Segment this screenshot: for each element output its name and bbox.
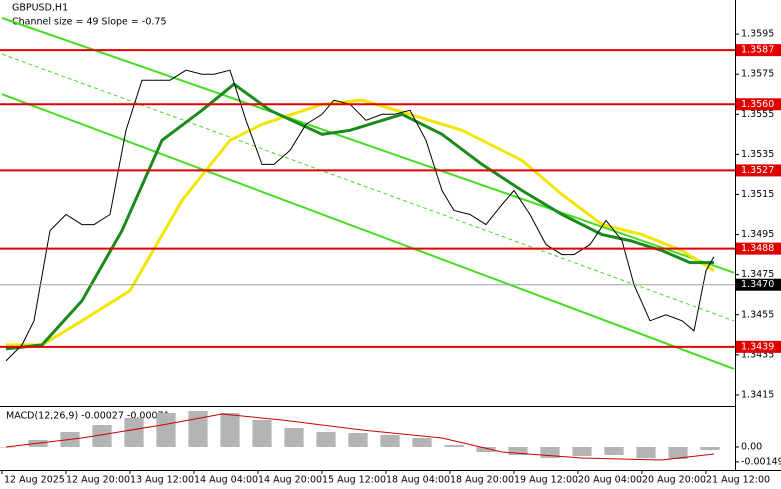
y-tick-label: 1.3515 bbox=[741, 189, 774, 200]
y-tick-label: 1.3415 bbox=[741, 389, 774, 400]
x-tick-label: 12 Aug 2025 bbox=[4, 475, 65, 486]
price-line bbox=[1, 17, 735, 274]
x-tick-label: 14 Aug 04:00 bbox=[194, 475, 258, 486]
macd-bar bbox=[540, 447, 560, 458]
macd-title: MACD(12,26,9) -0.00027 -0.00071 bbox=[6, 411, 170, 422]
y-tick-label: 0.00 bbox=[741, 442, 762, 453]
macd-bar bbox=[124, 418, 144, 447]
x-tick-label: 18 Aug 20:00 bbox=[450, 475, 514, 486]
y-tick-label: 1.3535 bbox=[741, 149, 774, 160]
macd-bar bbox=[444, 445, 464, 447]
level-label: 1.3560 bbox=[741, 99, 774, 110]
macd-bar bbox=[252, 420, 272, 447]
y-tick-label: 1.3435 bbox=[741, 349, 774, 360]
x-tick-label: 15 Aug 12:00 bbox=[322, 475, 386, 486]
y-tick-label: 1.3555 bbox=[741, 109, 774, 120]
macd-bar bbox=[636, 447, 656, 458]
level-label: 1.3527 bbox=[741, 165, 774, 176]
y-tick-label: 1.3455 bbox=[741, 309, 774, 320]
macd-bar bbox=[220, 413, 240, 447]
y-tick-label: -0.00149 bbox=[741, 456, 781, 467]
y-tick-label: 1.3595 bbox=[741, 29, 774, 40]
price-line bbox=[5, 82, 714, 351]
level-label: 1.3488 bbox=[741, 243, 774, 254]
macd-bar bbox=[412, 438, 432, 447]
macd-bar bbox=[188, 411, 208, 447]
level-tag bbox=[736, 340, 781, 353]
y-tick-label: 1.3575 bbox=[741, 69, 774, 80]
macd-bar bbox=[668, 447, 688, 459]
level-label: 1.3587 bbox=[741, 45, 774, 56]
macd-bar bbox=[604, 447, 624, 455]
symbol-title: GBPUSD,H1 bbox=[12, 3, 68, 14]
macd-bar bbox=[508, 447, 528, 455]
last-price-tag bbox=[736, 278, 781, 291]
macd-bar bbox=[380, 435, 400, 447]
y-tick-label: 1.3495 bbox=[741, 229, 774, 240]
price-line bbox=[6, 98, 715, 347]
macd-bar bbox=[700, 447, 720, 450]
x-tick-label: 19 Aug 12:00 bbox=[514, 475, 578, 486]
price-line bbox=[1, 53, 735, 322]
price-line bbox=[5, 69, 715, 362]
macd-bar bbox=[316, 432, 336, 447]
x-tick-label: 18 Aug 04:00 bbox=[386, 475, 450, 486]
x-tick-label: 20 Aug 04:00 bbox=[578, 475, 642, 486]
level-tag bbox=[736, 242, 781, 255]
x-tick-label: 20 Aug 20:00 bbox=[642, 475, 706, 486]
macd-bar bbox=[476, 447, 496, 452]
level-label: 1.3439 bbox=[741, 341, 774, 352]
level-tag bbox=[736, 44, 781, 57]
x-tick-label: 21 Aug 12:00 bbox=[706, 475, 770, 486]
level-tag bbox=[736, 164, 781, 177]
x-tick-label: 14 Aug 20:00 bbox=[258, 475, 322, 486]
macd-bar bbox=[572, 447, 592, 456]
signal-line bbox=[5, 413, 715, 461]
macd-bar bbox=[156, 413, 176, 447]
x-tick-label: 12 Aug 20:00 bbox=[66, 475, 130, 486]
macd-bar bbox=[348, 433, 368, 447]
macd-bar bbox=[284, 428, 304, 447]
y-tick-label: 1.3475 bbox=[741, 269, 774, 280]
macd-bar bbox=[92, 425, 112, 447]
level-tag bbox=[736, 98, 781, 111]
last-price-label: 1.3470 bbox=[741, 279, 774, 290]
x-tick-label: 13 Aug 12:00 bbox=[130, 475, 194, 486]
channel-info: Channel size = 49 Slope = -0.75 bbox=[12, 17, 167, 28]
